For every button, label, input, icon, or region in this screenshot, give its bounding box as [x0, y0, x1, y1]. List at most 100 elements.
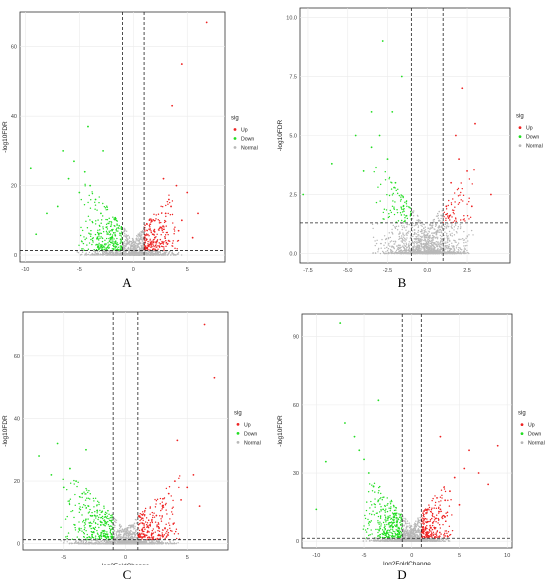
density-point: [396, 209, 398, 211]
density-point: [109, 529, 112, 531]
density-point: [469, 216, 472, 219]
density-point: [450, 226, 452, 228]
density-point: [100, 540, 102, 542]
density-point: [459, 224, 462, 226]
density-point: [127, 536, 130, 538]
density-point: [139, 532, 141, 535]
density-point: [156, 524, 158, 526]
density-point: [418, 252, 420, 255]
x-tick-label: 5: [186, 555, 189, 561]
density-point: [437, 247, 439, 250]
density-point: [165, 532, 167, 534]
density-point: [123, 252, 126, 255]
density-point: [453, 226, 456, 228]
density-point: [163, 534, 166, 536]
density-point: [162, 228, 165, 231]
density-point: [96, 238, 98, 240]
density-point: [385, 251, 387, 253]
density-point: [111, 517, 113, 519]
density-point: [68, 500, 71, 502]
density-point: [393, 208, 396, 210]
volcano-svg: -10-5050204060log2FoldChange-log10FDRsig…: [2, 11, 258, 282]
density-point: [164, 537, 166, 540]
density-point: [135, 519, 137, 521]
density-point: [413, 249, 415, 251]
normal-point: [145, 252, 148, 254]
density-point: [155, 540, 158, 543]
density-point: [399, 246, 401, 248]
density-point: [162, 254, 165, 256]
density-point: [164, 236, 166, 238]
density-point: [150, 541, 152, 543]
density-point: [107, 245, 109, 248]
up-point: [191, 236, 194, 239]
down-point: [102, 530, 105, 533]
density-point: [104, 525, 106, 527]
density-point: [159, 515, 161, 517]
density-point: [428, 230, 430, 233]
density-point: [152, 528, 155, 530]
density-point: [397, 188, 399, 191]
density-point: [399, 200, 402, 202]
density-point: [454, 206, 456, 208]
density-point: [139, 512, 141, 515]
density-point: [134, 247, 136, 249]
density-point: [93, 506, 95, 508]
density-point: [460, 248, 462, 250]
density-point: [387, 247, 390, 250]
density-point: [432, 243, 434, 246]
density-point: [124, 528, 126, 531]
density-point: [451, 242, 453, 244]
density-point: [117, 249, 120, 251]
density-point: [427, 245, 429, 248]
density-point: [175, 530, 177, 533]
density-point: [126, 537, 128, 540]
density-point: [130, 529, 132, 532]
density-point: [439, 243, 441, 246]
density-point: [96, 209, 98, 211]
density-point: [454, 249, 456, 252]
density-point: [415, 223, 417, 225]
density-point: [426, 240, 429, 242]
density-point: [94, 526, 97, 529]
density-point: [84, 183, 86, 186]
density-point: [412, 215, 415, 217]
density-point: [472, 234, 474, 236]
density-point: [153, 543, 155, 545]
density-point: [119, 234, 121, 236]
density-point: [162, 245, 164, 248]
density-point: [432, 250, 434, 252]
density-point: [149, 228, 151, 230]
density-point: [397, 244, 400, 247]
density-point: [389, 241, 392, 243]
up-point: [159, 226, 162, 229]
density-point: [433, 246, 435, 249]
density-point: [399, 232, 401, 234]
density-point: [410, 210, 412, 213]
density-point: [450, 203, 453, 206]
density-point: [158, 530, 161, 533]
density-point: [95, 252, 97, 255]
density-point: [110, 540, 113, 542]
density-point: [452, 245, 455, 247]
density-point: [166, 529, 169, 531]
density-point: [157, 534, 159, 537]
density-point: [416, 223, 418, 226]
density-point: [86, 543, 88, 545]
density-point: [447, 223, 449, 225]
density-point: [108, 518, 110, 520]
density-point: [115, 534, 118, 536]
density-point: [73, 516, 75, 519]
legend-key: [518, 135, 522, 139]
density-point: [146, 539, 148, 542]
y-tick-label: 60: [11, 45, 17, 51]
density-point: [405, 232, 408, 235]
density-point: [97, 244, 99, 246]
density-point: [141, 239, 143, 241]
density-point: [110, 533, 112, 535]
legend-entry: Up: [526, 126, 533, 132]
density-point: [167, 533, 169, 535]
density-point: [66, 535, 68, 538]
density-point: [154, 248, 157, 250]
density-point: [404, 240, 406, 242]
